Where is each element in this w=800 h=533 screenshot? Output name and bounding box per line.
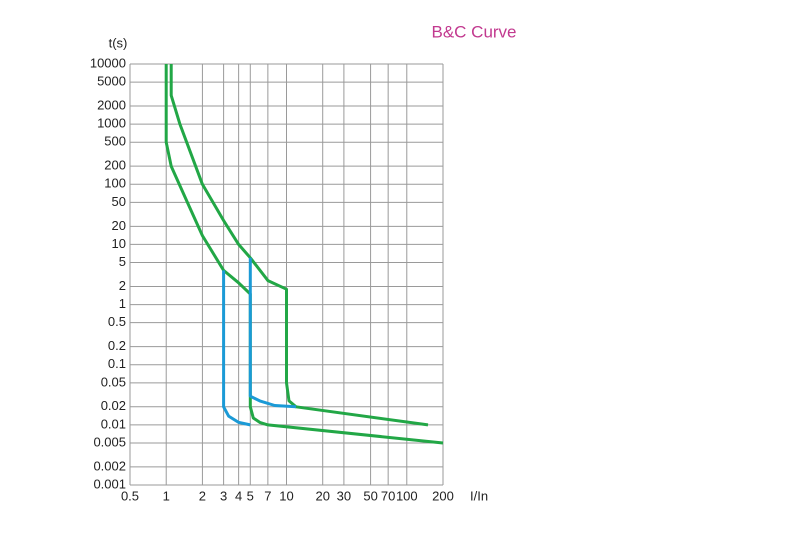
y-tick-label: 5	[119, 254, 126, 269]
y-tick-label: 0.5	[108, 314, 126, 329]
x-tick-label: 20	[315, 488, 329, 503]
chart-title: B&C Curve	[431, 22, 516, 41]
y-tick-label: 500	[104, 134, 126, 149]
y-tick-label: 2	[119, 278, 126, 293]
y-axis-label: t(s)	[109, 35, 128, 50]
y-tick-label: 5000	[97, 74, 126, 89]
x-tick-label: 0.5	[121, 488, 139, 503]
y-tick-label: 0.002	[93, 458, 126, 473]
y-tick-label: 0.02	[101, 398, 126, 413]
x-tick-label: 5	[247, 488, 254, 503]
y-tick-label: 0.2	[108, 338, 126, 353]
y-tick-label: 1	[119, 296, 126, 311]
y-tick-label: 0.01	[101, 416, 126, 431]
x-tick-label: 2	[199, 488, 206, 503]
x-tick-label: 50	[363, 488, 377, 503]
y-tick-label: 50	[112, 194, 126, 209]
x-tick-label: 4	[235, 488, 242, 503]
y-tick-label: 0.1	[108, 356, 126, 371]
trip-curve	[248, 257, 297, 409]
y-tick-label: 0.001	[93, 476, 126, 491]
x-tick-label: 7	[264, 488, 271, 503]
x-tick-label: 200	[432, 488, 454, 503]
x-tick-label: 30	[337, 488, 351, 503]
x-tick-label: 70	[381, 488, 395, 503]
y-tick-label: 0.05	[101, 374, 126, 389]
trip-curve	[222, 270, 251, 427]
y-tick-label: 100	[104, 176, 126, 191]
x-tick-label: 100	[396, 488, 418, 503]
x-tick-label: 3	[220, 488, 227, 503]
x-axis-label: I/In	[470, 488, 488, 503]
y-tick-label: 2000	[97, 97, 126, 112]
y-tick-label: 0.005	[93, 434, 126, 449]
y-tick-label: 10000	[90, 55, 126, 70]
x-tick-label: 1	[163, 488, 170, 503]
y-tick-label: 10	[112, 236, 126, 251]
trip-curve	[164, 64, 444, 445]
y-tick-label: 200	[104, 158, 126, 173]
y-tick-label: 20	[112, 218, 126, 233]
x-tick-label: 10	[279, 488, 293, 503]
y-tick-label: 1000	[97, 116, 126, 131]
